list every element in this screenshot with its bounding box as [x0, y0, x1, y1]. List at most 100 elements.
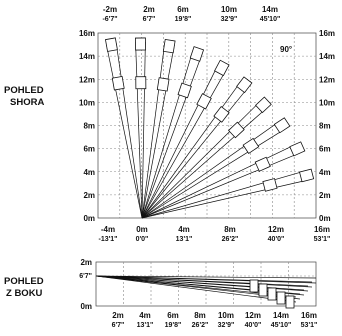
- detection-zone: [177, 82, 192, 99]
- bottom-axis-tick: 16m: [314, 225, 330, 234]
- detection-zone: [254, 156, 271, 172]
- side-bottom-axis-tick-ft: 53'1": [301, 322, 318, 329]
- top-axis-tick-ft: 19'8": [175, 16, 192, 23]
- right-axis-tick: 12m: [319, 75, 335, 84]
- detection-zone: [196, 93, 212, 110]
- right-axis-tick: 16m: [319, 29, 335, 38]
- side-detection-zone: [249, 279, 259, 293]
- side-view-label-1: POHLED: [4, 276, 44, 287]
- side-beam: [95, 275, 309, 287]
- side-left-axis-tick: 2m: [80, 258, 92, 267]
- side-bottom-axis-tick: 8m: [194, 311, 206, 320]
- beam-edge: [141, 179, 310, 219]
- coverage-angle-label: 90°: [280, 45, 292, 54]
- bottom-axis-tick-ft: 40'0": [268, 236, 285, 243]
- beam-edge: [141, 106, 269, 219]
- beam-edge: [105, 43, 143, 219]
- bottom-axis-tick-ft: -13'1": [99, 236, 118, 243]
- detection-zone: [228, 121, 245, 139]
- top-axis-tick: -2m: [103, 5, 117, 14]
- top-axis-tick: 14m: [262, 5, 278, 14]
- detection-zone: [213, 106, 230, 123]
- left-axis-tick: 6m: [83, 145, 95, 154]
- detection-zone: [236, 76, 253, 94]
- side-left-axis-tick: 6'7": [79, 273, 92, 280]
- side-view-label-2: Z BOKU: [6, 288, 43, 299]
- bottom-axis-tick: 0m: [136, 225, 148, 234]
- detection-zone: [242, 137, 260, 154]
- top-axis-tick-ft: 6'7": [143, 16, 156, 23]
- top-view-label-2: SHORA: [10, 97, 44, 108]
- right-axis-tick: 4m: [319, 168, 331, 177]
- left-axis-tick: 14m: [79, 52, 95, 61]
- beam-edge: [115, 41, 143, 219]
- side-view-plot: 2m 6'7" 0m 2m 6'7" 4m 13'1" 6m 19'8" 8m 26'2" 10m 32…: [79, 258, 317, 329]
- side-bottom-axis-tick: 4m: [139, 311, 151, 320]
- detection-zone: [255, 96, 272, 114]
- bottom-axis-tick: 4m: [178, 225, 190, 234]
- bottom-axis-tick-ft: 13'1": [176, 236, 193, 243]
- beam-edge: [135, 42, 143, 219]
- top-axis-tick-ft: 32'9": [221, 16, 238, 23]
- side-bottom-axis-tick-ft: 13'1": [137, 322, 154, 329]
- beam-edge: [141, 63, 219, 219]
- detection-zone: [214, 59, 230, 77]
- side-detection-zone: [258, 283, 268, 297]
- detection-zone: [289, 141, 306, 157]
- detection-zone: [162, 38, 176, 54]
- top-axis-tick: 6m: [177, 5, 189, 14]
- detection-zone: [111, 75, 125, 91]
- bottom-axis-tick: -4m: [101, 225, 115, 234]
- detection-zone: [262, 178, 278, 192]
- side-detection-zone: [276, 291, 286, 305]
- left-axis-tick: 2m: [83, 191, 95, 200]
- left-axis-tick: 8m: [83, 122, 95, 131]
- beam-edge: [141, 43, 166, 219]
- side-bottom-axis-tick-ft: 32'9": [218, 322, 235, 329]
- side-bottom-axis-tick-ft: 45'10": [271, 322, 292, 329]
- detection-zone: [105, 37, 118, 52]
- side-bottom-axis-tick: 12m: [245, 311, 261, 320]
- bottom-axis-tick-ft: 26'2": [222, 236, 239, 243]
- right-axis-tick: 10m: [319, 98, 335, 107]
- side-beam: [95, 275, 313, 283]
- side-bottom-axis-tick: 10m: [218, 311, 234, 320]
- beam-edge: [141, 44, 175, 219]
- side-left-axis-tick: 0m: [80, 302, 92, 311]
- beam-edge: [141, 85, 250, 219]
- side-detection-zone: [285, 295, 295, 309]
- right-axis-tick: 2m: [319, 191, 331, 200]
- side-bottom-axis-tick: 2m: [112, 311, 124, 320]
- detection-zone: [299, 168, 315, 183]
- bottom-axis-tick: 8m: [224, 225, 236, 234]
- detection-zone: [189, 46, 205, 62]
- detection-zone: [135, 37, 146, 51]
- left-axis-tick: 10m: [79, 98, 95, 107]
- right-axis-tick: 14m: [319, 52, 335, 61]
- side-bottom-axis-tick-ft: 6'7": [112, 322, 125, 329]
- beam-edge: [141, 53, 203, 219]
- side-bottom-axis-tick-ft: 40'0": [245, 322, 262, 329]
- left-axis-tick: 16m: [79, 29, 95, 38]
- side-bottom-axis-tick: 6m: [167, 311, 179, 320]
- side-bottom-axis-tick-ft: 26'2": [192, 322, 209, 329]
- top-view-label-1: POHLED: [4, 85, 44, 96]
- top-axis-tick-ft: -6'7": [102, 16, 117, 23]
- right-axis-tick: 0m: [319, 214, 331, 223]
- beam-edge: [141, 99, 262, 219]
- beam-edge: [141, 169, 308, 219]
- top-view-plot: 16m 16m 14m 14m 12m 12m 10m 10m 8m 8m 6m 6m 4m 4m 2m 2m…: [79, 5, 335, 243]
- side-bottom-axis-tick-ft: 19'8": [165, 322, 182, 329]
- top-axis-tick: 10m: [221, 5, 237, 14]
- beam-edge: [141, 68, 228, 219]
- detection-zone: [273, 117, 291, 134]
- left-axis-tick: 12m: [79, 75, 95, 84]
- side-bottom-axis-tick: 16m: [301, 311, 317, 320]
- top-axis-tick: 2m: [143, 5, 155, 14]
- side-beam: [95, 275, 317, 279]
- left-axis-tick: 4m: [83, 168, 95, 177]
- beam-edge: [141, 80, 242, 219]
- detection-zone: [135, 76, 147, 90]
- beam-edge: [141, 152, 302, 219]
- bottom-axis-tick-ft: 53'1": [314, 236, 331, 243]
